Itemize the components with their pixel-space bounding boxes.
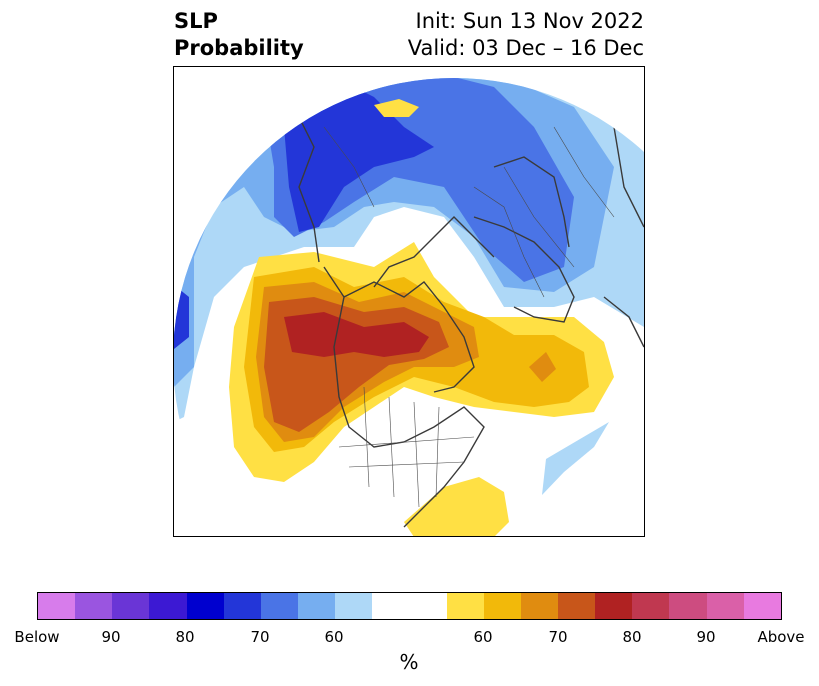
colorbar-tick-below-90: 90 bbox=[101, 628, 121, 646]
colorbar-segment-above-6 bbox=[669, 593, 707, 619]
colorbar-segment-below-1 bbox=[75, 593, 113, 619]
coastlines bbox=[293, 86, 644, 528]
colorbar-segment-below-5 bbox=[223, 593, 261, 619]
chart-title-left: SLP Probability bbox=[174, 8, 304, 62]
borders bbox=[323, 126, 615, 508]
colorbar-tick-above-70: 70 bbox=[548, 628, 568, 646]
colorbar-segment-below-7 bbox=[297, 593, 336, 619]
colorbar-units: % bbox=[399, 650, 419, 674]
title-variable: SLP bbox=[174, 9, 218, 33]
below-region-pacific-edge bbox=[174, 277, 189, 357]
colorbar-tick-below: Below bbox=[14, 628, 60, 646]
colorbar-segment-below-8 bbox=[335, 593, 373, 619]
valid-range: Valid: 03 Dec – 16 Dec bbox=[407, 36, 644, 60]
title-product: Probability bbox=[174, 36, 304, 60]
colorbar-segment-below-4 bbox=[186, 593, 224, 619]
colorbar-tick-below-80: 80 bbox=[175, 628, 195, 646]
colorbar-segment-above-5 bbox=[632, 593, 670, 619]
colorbar-segment-above-0 bbox=[446, 593, 484, 619]
colorbar-segment-above-2 bbox=[520, 593, 558, 619]
polar-map bbox=[173, 66, 645, 537]
colorbar-tick-above: Above bbox=[757, 628, 805, 646]
colorbar-segment-below-6 bbox=[260, 593, 298, 619]
map-canvas bbox=[174, 78, 644, 536]
colorbar-segment-neutral bbox=[372, 593, 447, 619]
above-region-core bbox=[284, 312, 429, 357]
above-region-atlantic-core bbox=[529, 352, 556, 382]
init-date: Init: Sun 13 Nov 2022 bbox=[415, 9, 644, 33]
colorbar-segment-below-3 bbox=[149, 593, 187, 619]
colorbar-segment-below-0 bbox=[38, 593, 76, 619]
colorbar-tick-above-60: 60 bbox=[473, 628, 493, 646]
colorbar-segment-above-4 bbox=[595, 593, 633, 619]
colorbar-tick-above-90: 90 bbox=[696, 628, 716, 646]
above-region-arctic bbox=[374, 99, 419, 117]
colorbar-segment-below-2 bbox=[112, 593, 150, 619]
above-region-south bbox=[404, 477, 509, 536]
chart-title-right: Init: Sun 13 Nov 2022 Valid: 03 Dec – 16… bbox=[408, 8, 644, 62]
colorbar-segment-above-3 bbox=[557, 593, 596, 619]
colorbar-segment-above-8 bbox=[743, 593, 781, 619]
colorbar-segment-above-1 bbox=[483, 593, 521, 619]
colorbar-segment-above-7 bbox=[706, 593, 744, 619]
below-region-core bbox=[284, 78, 434, 232]
below-region-atlantic bbox=[542, 422, 609, 495]
colorbar bbox=[37, 592, 782, 620]
colorbar-tick-below-70: 70 bbox=[250, 628, 270, 646]
colorbar-tick-below-60: 60 bbox=[324, 628, 344, 646]
colorbar-tick-above-80: 80 bbox=[622, 628, 642, 646]
